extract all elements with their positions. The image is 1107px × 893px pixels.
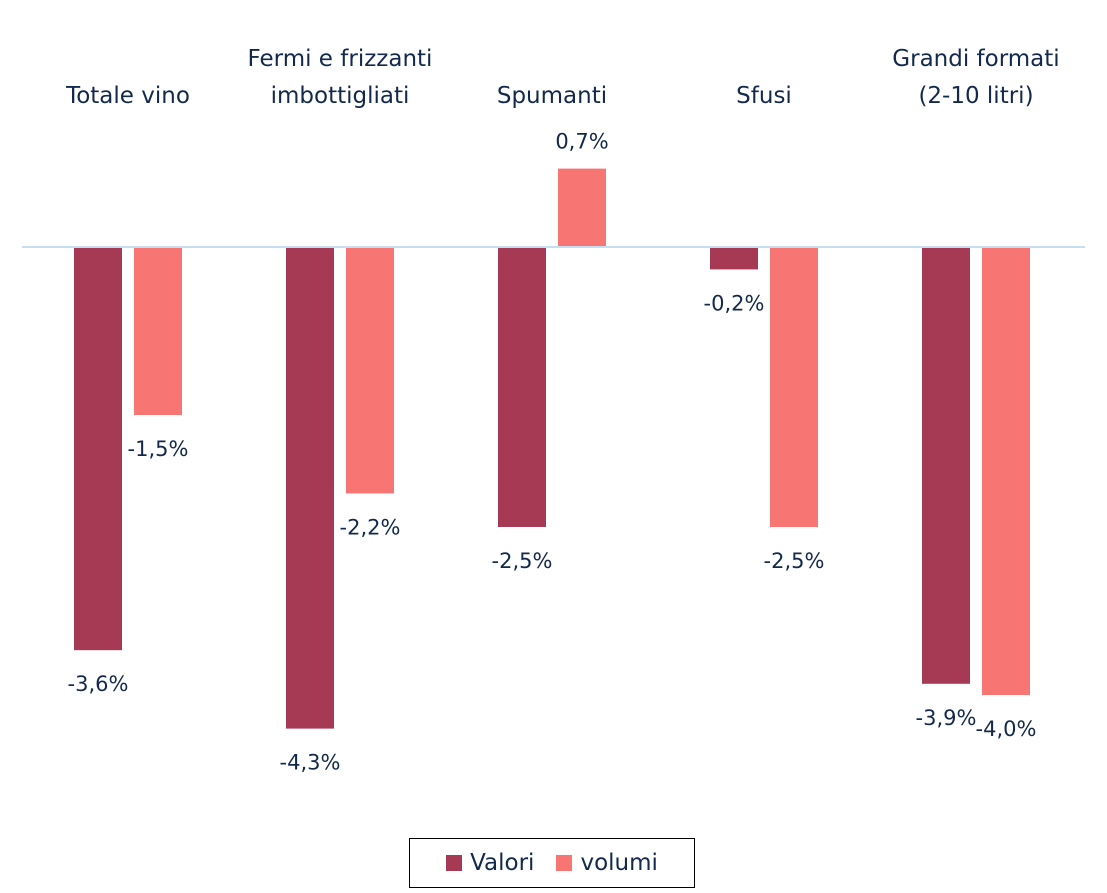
bar [498, 247, 546, 527]
bar [74, 247, 122, 651]
legend-item: volumi [556, 850, 658, 876]
data-label: -3,6% [68, 672, 129, 696]
bar [922, 247, 970, 684]
legend-swatch [446, 855, 463, 871]
bar [710, 247, 758, 270]
x-tick-label: Spumanti [496, 83, 608, 109]
data-label: -2,5% [492, 549, 553, 573]
data-label: -2,5% [764, 549, 825, 573]
legend-item: Valori [446, 850, 534, 876]
data-label: -0,2% [704, 291, 765, 315]
x-tick-label: Totale vino [66, 83, 190, 109]
data-label: -3,9% [916, 706, 977, 730]
bar [134, 247, 182, 415]
legend-swatch [556, 855, 573, 871]
data-label: -2,2% [340, 515, 401, 539]
data-label: -4,0% [976, 717, 1037, 741]
data-label: -4,3% [280, 751, 341, 775]
bar [286, 247, 334, 729]
bar [558, 168, 606, 247]
legend-label: Valori [470, 850, 535, 876]
bar [346, 247, 394, 494]
bar [770, 247, 818, 527]
x-tick-label: Fermi e frizzanti imbottigliati [247, 46, 433, 109]
x-tick-label: Grandi formati (2-10 litri) [892, 46, 1060, 109]
legend: Valori volumi [409, 838, 695, 888]
x-tick-label: Sfusi [736, 83, 792, 109]
legend-label: volumi [580, 850, 658, 876]
bar [982, 247, 1030, 695]
data-label: 0,7% [555, 130, 608, 154]
data-label: -1,5% [128, 437, 189, 461]
